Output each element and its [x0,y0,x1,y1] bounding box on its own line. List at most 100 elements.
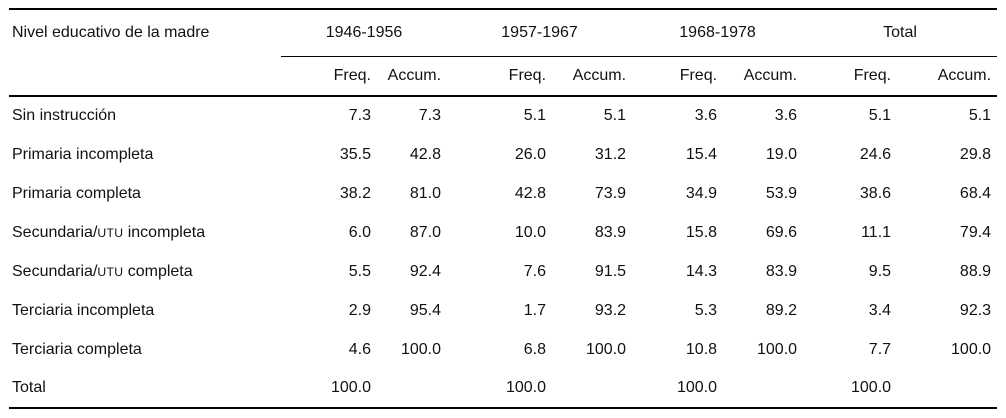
cell: 81.0 [409,184,442,202]
subheader-freq: Freq. [281,56,377,97]
cell: 92.3 [959,301,992,319]
cell: 100.0 [447,369,553,409]
subheader-accum: Accum. [552,56,633,97]
cell: 2.9 [348,301,371,319]
group-header-1957-1967: 1957-1967 [447,8,633,57]
subheader-freq: Freq. [803,56,898,97]
cell: 34.9 [685,184,718,202]
cell: 73.9 [594,184,627,202]
row-header-label: Nivel educativo de la madre [9,8,281,57]
cell: 35.5 [339,145,371,163]
table-row: Primaria incompleta 35.5 42.8 26.0 31.2 … [9,135,997,174]
cell: 95.4 [409,301,442,319]
row-label: Secundaria/UTU incompleta [9,213,281,252]
table-container: Nivel educativo de la madre 1946-1956 19… [9,8,998,409]
cell: 5.5 [348,262,371,280]
cell: 93.2 [594,301,627,319]
table-row: Secundaria/UTU completa 5.5 92.4 7.6 91.… [9,252,997,291]
cell: 7.3 [348,107,371,124]
cell: 42.8 [409,145,442,163]
cell: 6.8 [523,340,547,358]
cell: 100.0 [632,369,724,409]
cell: 100.0 [803,369,898,409]
cell: 100.0 [585,340,627,358]
cell: 10.0 [514,223,547,241]
row-label: Sin instrucción [12,107,117,124]
table-row-total: Total 100.0 100.0 100.0 100.0 [9,369,998,409]
cell [723,369,804,409]
cell: 83.9 [594,223,627,241]
cell: 5.1 [968,107,992,124]
cell: 38.2 [339,184,371,202]
cell: 83.9 [765,262,798,280]
cell: 68.4 [959,184,992,202]
row-label-segment: UTU [97,225,124,240]
subheader-freq: Freq. [447,56,553,97]
subheader-row: Freq. Accum. Freq. Accum. Freq. Accum. F… [9,56,998,97]
cell: 10.8 [685,340,718,358]
cell: 29.8 [959,145,992,163]
cell: 6.0 [348,223,371,241]
cell: 15.8 [685,223,718,241]
cell: 87.0 [409,223,442,241]
cell [377,369,448,409]
cell: 79.4 [959,223,992,241]
cell: 26.0 [514,145,547,163]
row-label-segment: Secundaria/ [12,223,98,241]
cell: 3.6 [694,107,718,124]
education-level-table: Nivel educativo de la madre 1946-1956 19… [9,8,998,409]
cell: 100.0 [400,340,442,358]
cell: 14.3 [685,262,718,280]
cell: 5.3 [694,301,718,319]
group-header-total: Total [803,8,998,57]
subheader-empty-cell [9,56,281,97]
subheader-accum: Accum. [897,56,998,97]
row-label: Primaria incompleta [12,145,154,163]
cell: 7.3 [418,107,442,124]
group-header-1968-1978: 1968-1978 [632,8,804,57]
cell: 19.0 [765,145,798,163]
cell: 11.1 [861,223,892,241]
table-row: Primaria completa 38.2 81.0 42.8 73.9 34… [9,174,997,213]
table-row: Secundaria/UTU incompleta 6.0 87.0 10.0 … [9,213,997,252]
cell: 100.0 [951,340,992,358]
group-header-row: Nivel educativo de la madre 1946-1956 19… [9,8,998,57]
cell: 89.2 [765,301,798,319]
cell: 3.4 [868,301,892,319]
cell: 31.2 [594,145,627,163]
cell: 5.1 [603,107,627,124]
cell: 69.6 [765,223,798,241]
row-label-segment: incompleta [123,223,206,241]
cell: 100.0 [757,340,798,358]
cell [897,369,998,409]
cell: 38.6 [859,184,892,202]
row-label: Total [9,369,281,409]
row-label-segment: UTU [97,264,124,279]
row-label-segment: Secundaria/ [12,262,98,280]
cell: 88.9 [959,262,992,280]
cell: 7.7 [868,340,892,358]
cell: 4.6 [348,340,371,358]
cell [552,369,633,409]
cell: 100.0 [281,369,377,409]
row-label: Primaria completa [12,184,141,202]
table-row: Terciaria completa 4.6 100.0 6.8 100.0 1… [9,330,997,369]
cell: 7.6 [523,262,547,280]
row-label: Terciaria incompleta [12,301,155,319]
cell: 1.7 [523,301,547,319]
cell: 5.1 [523,107,547,124]
subheader-freq: Freq. [632,56,724,97]
cell: 15.4 [685,145,718,163]
cell: 3.6 [774,107,798,124]
subheader-accum: Accum. [377,56,448,97]
group-header-1946-1956: 1946-1956 [281,8,448,57]
cell: 5.1 [868,107,892,124]
cell: 92.4 [409,262,442,280]
table-row: Terciaria incompleta 2.9 95.4 1.7 93.2 5… [9,291,997,330]
cell: 42.8 [514,184,547,202]
cell: 91.5 [594,262,627,280]
row-label: Secundaria/UTU completa [9,252,281,291]
row-label: Terciaria completa [12,340,142,358]
cell: 24.6 [859,145,892,163]
cell: 9.5 [868,262,892,280]
